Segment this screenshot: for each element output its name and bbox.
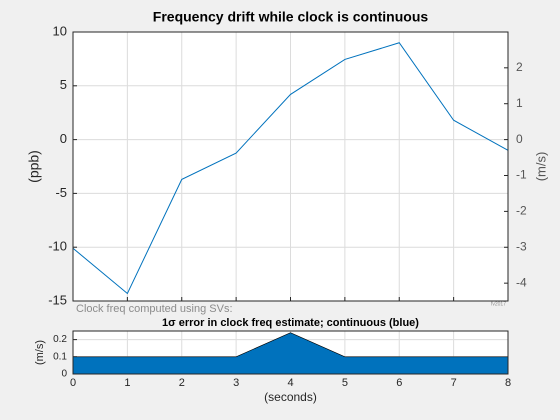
y-tick-label: 5 (60, 77, 67, 92)
y-axis-label: (m/s) (34, 340, 46, 365)
y-tick-label: 0.1 (53, 351, 67, 362)
y-tick-label: 10 (53, 23, 67, 38)
axes-box (72, 330, 509, 375)
y-tick-label: 0 (60, 131, 67, 146)
x-tick-label: 8 (505, 377, 511, 389)
y-axis-label: (ppb) (26, 150, 42, 183)
line (72, 42, 509, 295)
x-axis-label: (seconds) (264, 390, 317, 404)
x-tick-label: 5 (342, 377, 348, 389)
y2-tick-label: -1 (516, 168, 527, 182)
chart-title: 1σ error in clock freq estimate; continu… (162, 317, 419, 329)
y2-tick-label: 2 (516, 60, 523, 74)
y-tick-label: -10 (48, 239, 67, 254)
y-tick-label: -5 (55, 185, 67, 200)
y-tick-label: 0 (61, 369, 67, 380)
x-tick-label: 6 (396, 377, 402, 389)
axes-box (72, 31, 509, 302)
y2-tick-label: -2 (516, 204, 527, 218)
chart-title: Frequency drift while clock is continuou… (153, 9, 429, 25)
y-tick-label: 0.2 (53, 334, 67, 345)
x-tick-label: 0 (70, 377, 76, 389)
annotation: Clock freq computed using SVs: (76, 303, 233, 315)
y-tick-label: -15 (48, 292, 67, 307)
annotation: fv2017 (491, 301, 506, 307)
x-tick-label: 2 (179, 377, 185, 389)
x-tick-label: 1 (124, 377, 130, 389)
x-tick-label: 7 (451, 377, 457, 389)
y2-axis-label: (m/s) (533, 152, 548, 182)
y2-tick-label: 0 (516, 132, 523, 146)
x-tick-label: 4 (287, 377, 293, 389)
y2-tick-label: 1 (516, 96, 523, 110)
x-tick-label: 3 (233, 377, 239, 389)
y2-tick-label: -4 (516, 275, 527, 289)
y2-tick-label: -3 (516, 239, 527, 253)
